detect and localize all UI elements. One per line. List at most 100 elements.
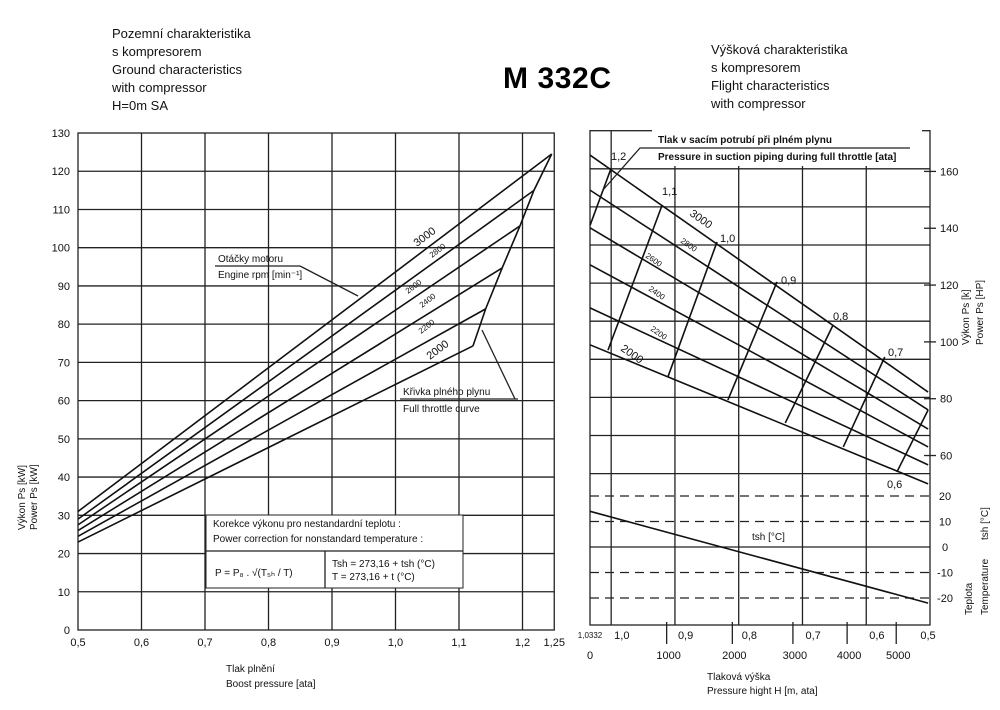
x-axis-label: Boost pressure [ata] xyxy=(226,679,316,690)
rpm-line-label: 2000 xyxy=(618,343,645,367)
x-tick-label: 1,0 xyxy=(388,637,403,649)
hp-tick-label: 80 xyxy=(940,394,952,406)
right-title-line: Výšková charakteristika xyxy=(711,42,848,57)
x-tick-label: 1,2 xyxy=(515,637,530,649)
tsh-curve-label: tsh [°C] xyxy=(752,532,785,543)
y-axis-label: Výkon Ps [k] xyxy=(961,289,972,345)
right-title-line: s kompresorem xyxy=(711,60,801,75)
correction-box: Korekce výkonu pro nestandardní teplotu … xyxy=(205,514,464,589)
y-tick-label: 20 xyxy=(58,549,70,561)
hp-tick-label: 160 xyxy=(940,166,958,178)
ground-chart: 0,5 0,6 0,7 0,8 0,9 1,0 1,1 1,2 1,25 0 10 20 30 40 50 6… xyxy=(17,128,565,690)
rpm-line-label: 2800 xyxy=(428,241,448,259)
suction-pressure-label: 1,1 xyxy=(662,186,677,198)
rpm-line-2400 xyxy=(77,267,503,532)
rpm-label-en: Engine rpm [min⁻¹] xyxy=(218,270,302,281)
temperature-tick-label: 0 xyxy=(942,542,948,554)
rpm-line-label: 2800 xyxy=(679,236,699,254)
chart-title: M 332C xyxy=(503,62,611,95)
suction-pressure-line xyxy=(727,281,778,401)
rpm-line-2200 xyxy=(77,308,487,538)
suction-pressure-label-cz: Tlak v sacím potrubí při plném plynu xyxy=(658,135,832,146)
pressure-tick-label: 0,5 xyxy=(920,630,935,642)
x-tick-label: 0,5 xyxy=(70,637,85,649)
temperature-axis-label: Teplota xyxy=(964,582,975,615)
suction-pressure-label: 0,8 xyxy=(833,311,848,323)
left-title-line: Ground characteristics xyxy=(112,62,243,77)
rpm-label-cz: Otáčky motoru xyxy=(218,254,283,265)
left-title-line: s kompresorem xyxy=(112,44,202,59)
rpm-line-3000 xyxy=(589,154,929,393)
temperature-axis-label: tsh [°C] xyxy=(980,507,991,540)
rpm-annotation: Otáčky motoru Engine rpm [min⁻¹] xyxy=(215,254,359,297)
x-tick-label: 1,1 xyxy=(451,637,466,649)
rpm-line-label: 3000 xyxy=(412,225,439,249)
correction-label-cz: Korekce výkonu pro nestandardní teplotu … xyxy=(213,519,401,530)
y-tick-label: 40 xyxy=(58,472,70,484)
rpm-line-label: 2400 xyxy=(647,284,667,302)
y-tick-label: 30 xyxy=(58,510,70,522)
x-axis-label: Pressure hight H [m, ata] xyxy=(707,686,818,697)
plot-frame xyxy=(77,132,555,631)
hp-tick-label: 100 xyxy=(940,337,958,349)
x-tick-label: 1,25 xyxy=(544,637,565,649)
full-throttle-curve xyxy=(472,153,553,347)
correction-formula: P = P₈ . √(T₅ₕ / T) xyxy=(215,567,293,579)
rpm-line-2000 xyxy=(77,345,474,543)
rpm-line-2600 xyxy=(77,225,521,526)
temperature-tick-label: 10 xyxy=(939,517,951,529)
rpm-line-2400 xyxy=(589,264,929,448)
full-throttle-label-cz: Křivka plného plynu xyxy=(403,387,490,398)
pressure-tick-label: 1,0332 xyxy=(578,631,603,640)
full-throttle-label-en: Full throttle curve xyxy=(403,404,480,415)
temperature-axis-label: Temperature xyxy=(980,558,991,615)
suction-pressure-label: 0,6 xyxy=(887,479,902,491)
temperature-tick-label: 20 xyxy=(939,491,951,503)
suction-pressure-label: 1,2 xyxy=(611,151,626,163)
temperature-tick-label: -20 xyxy=(937,593,953,605)
suction-pressure-line xyxy=(607,204,663,351)
pressure-tick-label: 0,8 xyxy=(742,630,757,642)
suction-pressure-leader-line xyxy=(602,147,652,191)
correction-label-en: Power correction for nonstandard tempera… xyxy=(213,534,423,545)
suction-pressure-line xyxy=(842,356,886,448)
pressure-tick-label: 0,6 xyxy=(869,630,884,642)
y-tick-label: 0 xyxy=(64,625,70,637)
temperature-curve xyxy=(589,510,929,604)
y-tick-label: 50 xyxy=(58,434,70,446)
left-title: Pozemní charakteristika s kompresorem Gr… xyxy=(111,26,251,113)
rpm-line-label: 2400 xyxy=(418,291,438,309)
left-title-line: with compressor xyxy=(111,80,207,95)
suction-pressure-label: 0,7 xyxy=(888,347,903,359)
full-throttle-annotation: Křivka plného plynu Full throttle curve xyxy=(400,329,518,415)
rpm-line-label: 2200 xyxy=(417,317,437,335)
left-title-line: Pozemní charakteristika xyxy=(112,26,251,41)
pressure-tick-label: 0,9 xyxy=(678,630,693,642)
pressure-tick-label: 1,0 xyxy=(614,630,629,642)
suction-pressure-label-en: Pressure in suction piping during full t… xyxy=(658,152,896,163)
y-tick-label: 70 xyxy=(58,357,70,369)
altitude-tick-label: 4000 xyxy=(837,650,861,662)
altitude-tick-label: 5000 xyxy=(886,650,910,662)
rpm-line-2000 xyxy=(589,344,929,485)
rpm-line-label: 3000 xyxy=(687,208,714,232)
y-axis-label: Power Ps [kW] xyxy=(29,464,40,530)
suction-pressure-line xyxy=(896,409,929,473)
altitude-tick-label: 0 xyxy=(587,650,593,662)
pressure-tick-label: 0,7 xyxy=(805,630,820,642)
x-axis-label: Tlaková výška xyxy=(707,672,771,683)
suction-pressure-line xyxy=(589,167,612,226)
suction-pressure-line xyxy=(784,324,834,424)
suction-pressure-label: 0,9 xyxy=(781,275,796,287)
y-tick-label: 80 xyxy=(58,319,70,331)
rpm-line-2800 xyxy=(589,189,929,411)
rpm-line-2600 xyxy=(589,227,929,430)
x-tick-label: 0,7 xyxy=(197,637,212,649)
rpm-line-3000 xyxy=(77,153,553,513)
y-tick-label: 60 xyxy=(58,396,70,408)
x-tick-label: 0,6 xyxy=(134,637,149,649)
y-tick-label: 10 xyxy=(58,587,70,599)
suction-pressure-line xyxy=(667,241,718,378)
